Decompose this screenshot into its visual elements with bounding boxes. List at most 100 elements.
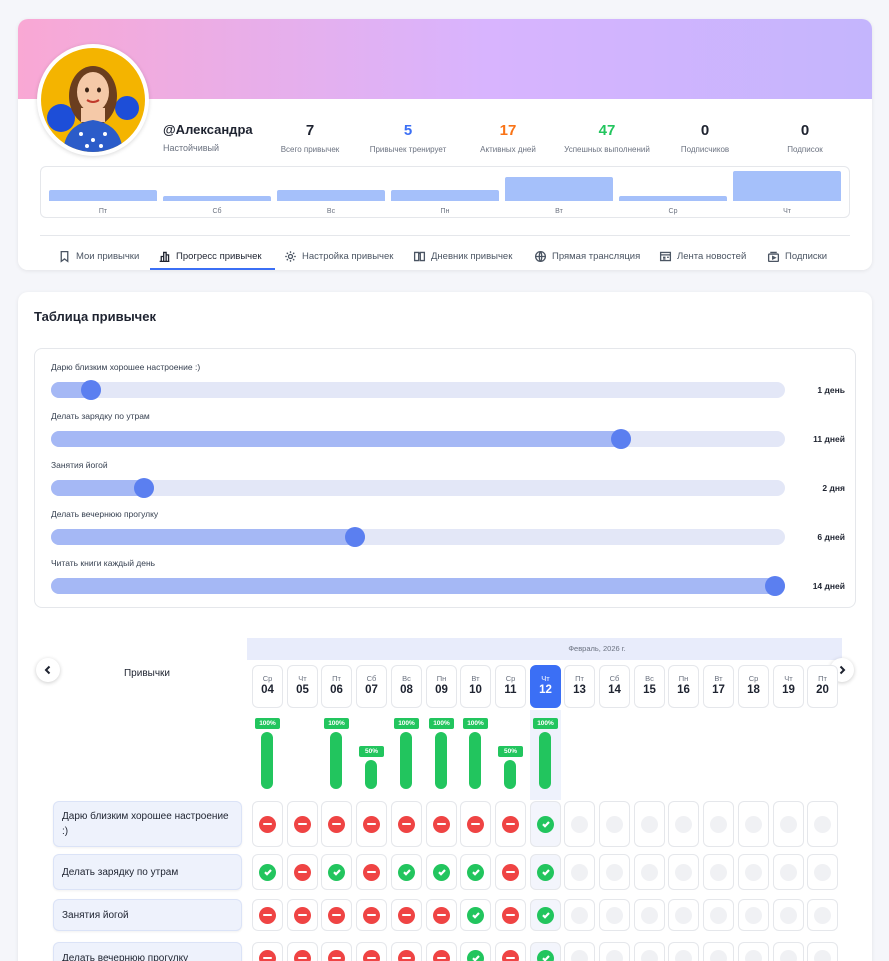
habit-day-cell[interactable] [738, 942, 769, 961]
habit-day-cell[interactable] [599, 942, 630, 961]
habit-day-cell[interactable] [391, 801, 422, 847]
habit-day-cell[interactable] [426, 854, 457, 890]
habit-day-cell[interactable] [356, 801, 387, 847]
day-header[interactable]: Ср 18 [738, 665, 769, 708]
tab-subscriptions[interactable]: Подписки [767, 243, 827, 269]
day-header[interactable]: Чт 19 [773, 665, 804, 708]
habit-day-cell[interactable] [252, 801, 283, 847]
day-header[interactable]: Пт 06 [321, 665, 352, 708]
tab-live-stream[interactable]: Прямая трансляция [534, 243, 640, 269]
habit-day-cell[interactable] [495, 899, 526, 931]
habit-row-label[interactable]: Делать вечернюю прогулку [53, 942, 242, 961]
habit-day-cell[interactable] [703, 899, 734, 931]
habit-day-cell[interactable] [391, 899, 422, 931]
habit-day-cell[interactable] [530, 899, 561, 931]
day-header-today[interactable]: Чт 12 [530, 665, 561, 708]
habit-progress-knob[interactable] [81, 380, 101, 400]
habit-progress-track[interactable] [51, 478, 785, 498]
habit-day-cell[interactable] [668, 942, 699, 961]
day-header[interactable]: Сб 14 [599, 665, 630, 708]
habit-day-cell[interactable] [426, 942, 457, 961]
habit-day-cell[interactable] [356, 942, 387, 961]
habit-day-cell[interactable] [321, 942, 352, 961]
tab-habit-progress[interactable]: Прогресс привычек [158, 243, 262, 269]
day-header[interactable]: Пт 20 [807, 665, 838, 708]
habit-progress-track[interactable] [51, 576, 785, 596]
habit-day-cell[interactable] [530, 942, 561, 961]
habit-day-cell[interactable] [321, 899, 352, 931]
habit-day-cell[interactable] [287, 942, 318, 961]
habit-day-cell[interactable] [634, 801, 665, 847]
day-header[interactable]: Вт 10 [460, 665, 491, 708]
habit-progress-track[interactable] [51, 380, 785, 400]
habit-day-cell[interactable] [634, 899, 665, 931]
day-header[interactable]: Ср 11 [495, 665, 526, 708]
day-header[interactable]: Пн 09 [426, 665, 457, 708]
tab-habit-diary[interactable]: Дневник привычек [413, 243, 512, 269]
habit-day-cell[interactable] [356, 854, 387, 890]
habit-day-cell[interactable] [738, 854, 769, 890]
habit-day-cell[interactable] [773, 942, 804, 961]
habit-day-cell[interactable] [807, 899, 838, 931]
habit-day-cell[interactable] [738, 899, 769, 931]
calendar-prev-button[interactable] [36, 658, 60, 682]
habit-day-cell[interactable] [668, 899, 699, 931]
habit-day-cell[interactable] [564, 899, 595, 931]
day-header[interactable]: Пн 16 [668, 665, 699, 708]
habit-day-cell[interactable] [807, 801, 838, 847]
habit-day-cell[interactable] [634, 854, 665, 890]
habit-day-cell[interactable] [773, 899, 804, 931]
day-header[interactable]: Чт 05 [287, 665, 318, 708]
habit-day-cell[interactable] [530, 801, 561, 847]
habit-progress-knob[interactable] [765, 576, 785, 596]
tab-my-habits[interactable]: Мои привычки [58, 243, 139, 269]
habit-day-cell[interactable] [668, 854, 699, 890]
habit-day-cell[interactable] [703, 942, 734, 961]
day-header[interactable]: Пт 13 [564, 665, 595, 708]
habit-day-cell[interactable] [252, 942, 283, 961]
habit-day-cell[interactable] [426, 801, 457, 847]
habit-progress-track[interactable] [51, 429, 785, 449]
habit-day-cell[interactable] [564, 854, 595, 890]
day-header[interactable]: Вс 15 [634, 665, 665, 708]
habit-day-cell[interactable] [564, 942, 595, 961]
habit-day-cell[interactable] [495, 942, 526, 961]
habit-day-cell[interactable] [252, 854, 283, 890]
habit-day-cell[interactable] [634, 942, 665, 961]
habit-day-cell[interactable] [460, 942, 491, 961]
habit-progress-knob[interactable] [345, 527, 365, 547]
avatar[interactable] [37, 44, 149, 156]
habit-day-cell[interactable] [599, 899, 630, 931]
habit-day-cell[interactable] [807, 942, 838, 961]
habit-day-cell[interactable] [460, 801, 491, 847]
habit-day-cell[interactable] [773, 801, 804, 847]
habit-day-cell[interactable] [321, 854, 352, 890]
habit-day-cell[interactable] [703, 854, 734, 890]
habit-row-label[interactable]: Делать зарядку по утрам [53, 854, 242, 890]
habit-day-cell[interactable] [252, 899, 283, 931]
habit-day-cell[interactable] [703, 801, 734, 847]
habit-day-cell[interactable] [564, 801, 595, 847]
habit-day-cell[interactable] [287, 801, 318, 847]
stat-following[interactable]: 0 Подписок [755, 122, 855, 154]
habit-day-cell[interactable] [460, 899, 491, 931]
day-header[interactable]: Вт 17 [703, 665, 734, 708]
habit-row-label[interactable]: Занятия йогой [53, 899, 242, 931]
tab-habit-settings[interactable]: Настройка привычек [284, 243, 393, 269]
habit-day-cell[interactable] [773, 854, 804, 890]
habit-day-cell[interactable] [599, 801, 630, 847]
day-header[interactable]: Сб 07 [356, 665, 387, 708]
habit-day-cell[interactable] [287, 899, 318, 931]
habit-day-cell[interactable] [807, 854, 838, 890]
day-header[interactable]: Вс 08 [391, 665, 422, 708]
habit-day-cell[interactable] [668, 801, 699, 847]
stat-followers[interactable]: 0 Подписчиков [655, 122, 755, 154]
habit-day-cell[interactable] [738, 801, 769, 847]
day-header[interactable]: Ср 04 [252, 665, 283, 708]
habit-progress-knob[interactable] [134, 478, 154, 498]
habit-day-cell[interactable] [287, 854, 318, 890]
tab-news-feed[interactable]: Лента новостей [659, 243, 746, 269]
habit-day-cell[interactable] [495, 854, 526, 890]
habit-day-cell[interactable] [460, 854, 491, 890]
habit-day-cell[interactable] [321, 801, 352, 847]
